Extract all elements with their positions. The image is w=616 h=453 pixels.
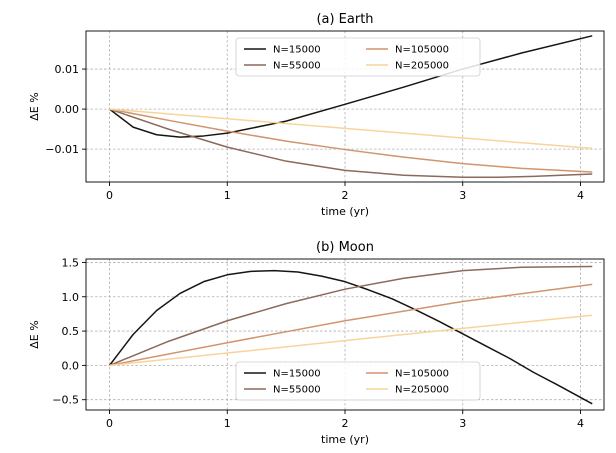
x-tick-label: 1 xyxy=(224,417,231,430)
legend-label: N=105000 xyxy=(395,45,449,56)
legend-label: N=15000 xyxy=(273,369,321,380)
legend-box xyxy=(235,37,481,77)
x-axis-label: time (yr) xyxy=(321,205,369,218)
x-tick-label: 1 xyxy=(224,189,231,202)
x-tick-label: 3 xyxy=(459,189,466,202)
legend-label: N=55000 xyxy=(273,61,321,72)
chart-title: (a) Earth xyxy=(316,12,373,27)
x-tick-label: 2 xyxy=(342,189,349,202)
y-tick-label: −0.5 xyxy=(52,394,79,407)
legend-label: N=15000 xyxy=(273,45,321,56)
y-axis-label: ΔE % xyxy=(28,320,41,348)
chart-panel: 0 1 2 3 4 −0.01 0.00 0.01 (a) Earth time (yr) ΔE %… xyxy=(28,12,605,218)
y-tick-label: 0.01 xyxy=(55,63,80,76)
x-tick-label: 0 xyxy=(106,189,113,202)
series-line xyxy=(109,108,593,178)
x-tick-label: 0 xyxy=(106,417,113,430)
legend-label: N=205000 xyxy=(395,385,449,396)
series-line xyxy=(109,265,593,367)
series-group xyxy=(109,35,593,178)
series-line xyxy=(109,108,593,173)
y-tick-label: 0.0 xyxy=(62,359,80,372)
y-axis-label: ΔE % xyxy=(28,92,41,120)
x-axis-label: time (yr) xyxy=(321,433,369,446)
y-tick-label: −0.01 xyxy=(45,143,79,156)
x-tick-label: 4 xyxy=(577,189,584,202)
series-line xyxy=(108,269,593,405)
legend-label: N=55000 xyxy=(273,385,321,396)
chart-title: (b) Moon xyxy=(316,240,374,255)
y-tick-label: 1.0 xyxy=(62,291,80,304)
series-line xyxy=(109,283,593,367)
x-tick-label: 3 xyxy=(459,417,466,430)
legend: N=15000 N=55000 N=105000 N=205000 xyxy=(235,37,481,77)
y-tick-label: 0.5 xyxy=(62,325,80,338)
legend-box xyxy=(235,361,481,401)
legend-label: N=205000 xyxy=(395,61,449,72)
x-tick-label: 4 xyxy=(577,417,584,430)
x-tick-label: 2 xyxy=(342,417,349,430)
y-tick-label: 1.5 xyxy=(62,256,80,269)
chart-panel: 0 1 2 3 4 −0.5 0.0 0.5 1.0 1.5 (b) Moon time (yr) ΔE… xyxy=(28,240,605,446)
y-tick-label: 0.00 xyxy=(55,103,80,116)
legend: N=15000 N=55000 N=105000 N=205000 xyxy=(235,361,481,401)
series-line xyxy=(109,108,593,150)
legend-label: N=105000 xyxy=(395,369,449,380)
series-group xyxy=(108,265,593,405)
series-line xyxy=(109,314,593,367)
